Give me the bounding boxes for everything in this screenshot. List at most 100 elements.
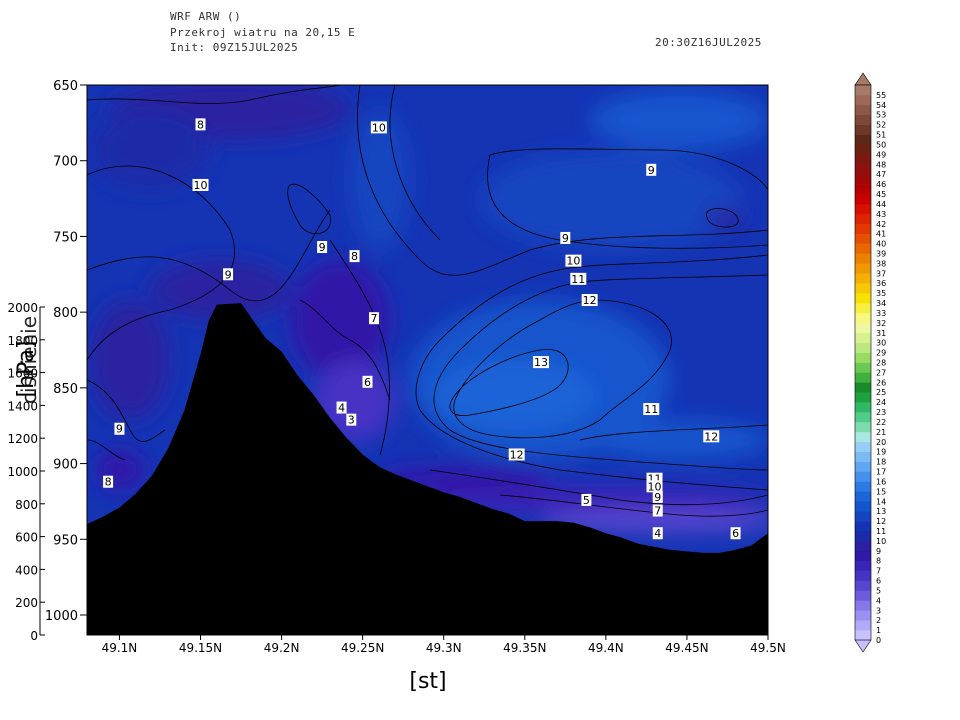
colorbar-swatch (855, 263, 871, 274)
colorbar-label: 11 (876, 527, 886, 536)
colorbar-label: 32 (876, 319, 886, 328)
field-blob (540, 508, 768, 532)
contour-label: 13 (534, 356, 548, 369)
colorbar-label: 15 (876, 487, 886, 496)
colorbar-label: 21 (876, 428, 886, 437)
contour-line (389, 85, 441, 241)
colorbar-label: 7 (876, 567, 881, 576)
height-tick-label: 1400 (7, 399, 38, 413)
contour-label: 8 (105, 476, 112, 489)
colorbar-swatch (855, 104, 871, 116)
height-tick-label: 1200 (7, 432, 38, 446)
contour-label: 3 (348, 414, 355, 427)
latitude-tick-label: 49.25N (341, 641, 384, 655)
contour-line (415, 254, 768, 491)
colorbar-swatch (855, 431, 871, 443)
contour-label: 11 (644, 403, 658, 416)
height-axis: 0 200 400 600 800 1000 1200 1400 1600 1800 2000 (7, 301, 45, 643)
height-tick-label: 800 (15, 498, 38, 512)
colorbar-frame (854, 84, 872, 641)
pressure-tick-label: 650 (53, 79, 78, 94)
y-axis-label: [hPa] (14, 341, 39, 398)
colorbar-label: 53 (876, 111, 886, 120)
colorbar-label: 6 (876, 577, 881, 586)
colorbar-label: 55 (876, 91, 886, 100)
x-axis-label: [st] (409, 669, 446, 694)
contour-line (87, 209, 331, 302)
field-blob (95, 450, 145, 490)
colorbar-swatch (855, 362, 871, 373)
contour-line (87, 439, 126, 461)
colorbar-swatch (855, 560, 871, 571)
colorbar-swatch (855, 521, 871, 532)
colorbar-swatch (855, 421, 871, 433)
pressure-tick-label: 1000 (45, 609, 78, 624)
plot-frame (86, 84, 769, 636)
colorbar-label: 10 (876, 537, 886, 546)
colorbar-swatch (855, 570, 871, 581)
contour-label-box (581, 493, 592, 506)
contour-line (87, 379, 166, 442)
pressure-tick-label: 900 (53, 458, 78, 473)
colorbar-label: 41 (876, 230, 886, 239)
contour-label-box (643, 403, 660, 416)
contour-label: 6 (364, 376, 371, 389)
contour-label-box (560, 231, 571, 244)
height-tick-label: 1600 (7, 367, 38, 381)
colorbar-label: 46 (876, 180, 886, 189)
contour-label-box (652, 490, 663, 503)
contour-label: 10 (194, 179, 208, 192)
contour-label-box (581, 294, 598, 307)
contour-label-box (570, 272, 587, 285)
colorbar-label: 47 (876, 170, 886, 179)
colorbar-label: 25 (876, 388, 886, 397)
contour-label: 9 (319, 241, 326, 254)
colorbar-swatch (855, 114, 871, 125)
contour-line (449, 348, 569, 416)
colorbar-swatch (855, 322, 871, 334)
field-blob (435, 360, 595, 430)
colorbar-swatch (855, 580, 871, 591)
contour-line (433, 274, 768, 471)
contour-label-box (192, 178, 209, 191)
colorbar-label: 13 (876, 507, 886, 516)
colorbar-swatch (855, 610, 871, 621)
colorbar-label: 36 (876, 279, 886, 288)
field-blob (290, 260, 390, 380)
contour-label-box (533, 356, 549, 369)
colorbar-label: 22 (876, 418, 886, 427)
contour-label-box (703, 430, 720, 443)
colorbar-label: 50 (876, 140, 886, 149)
contour-label-box (103, 475, 114, 488)
colorbar-label: 0 (876, 636, 881, 645)
contour-line (87, 85, 341, 104)
contour-label-box (646, 163, 657, 176)
colorbar-swatch (855, 293, 871, 304)
contour-line (357, 85, 768, 276)
colorbar-label: 40 (876, 240, 886, 249)
colorbar-label: 1 (876, 626, 881, 635)
field-blob (150, 260, 290, 320)
height-tick-label: 200 (15, 596, 38, 610)
colorbar-swatch (855, 491, 871, 502)
colorbar-swatch (855, 511, 871, 522)
colorbar-label: 31 (876, 329, 886, 338)
contour-label-box (195, 118, 206, 131)
colorbar-swatch (855, 412, 871, 423)
colorbar-swatch (855, 441, 871, 452)
colorbar-swatch (855, 461, 871, 472)
contour-label: 12 (704, 430, 718, 443)
colorbar-label: 49 (876, 150, 886, 159)
contour-label-box (368, 312, 379, 325)
contour-label-box (346, 413, 357, 426)
contour-label: 9 (562, 232, 569, 245)
field-blob (590, 420, 768, 460)
colorbar-label: 16 (876, 477, 886, 486)
colorbar-label: 38 (876, 259, 886, 268)
colorbar-label: 26 (876, 378, 886, 387)
contour-label: 6 (732, 527, 739, 540)
pressure-tick-label: 950 (53, 533, 78, 548)
colorbar-label: 54 (876, 101, 886, 110)
contour-line (329, 239, 390, 456)
